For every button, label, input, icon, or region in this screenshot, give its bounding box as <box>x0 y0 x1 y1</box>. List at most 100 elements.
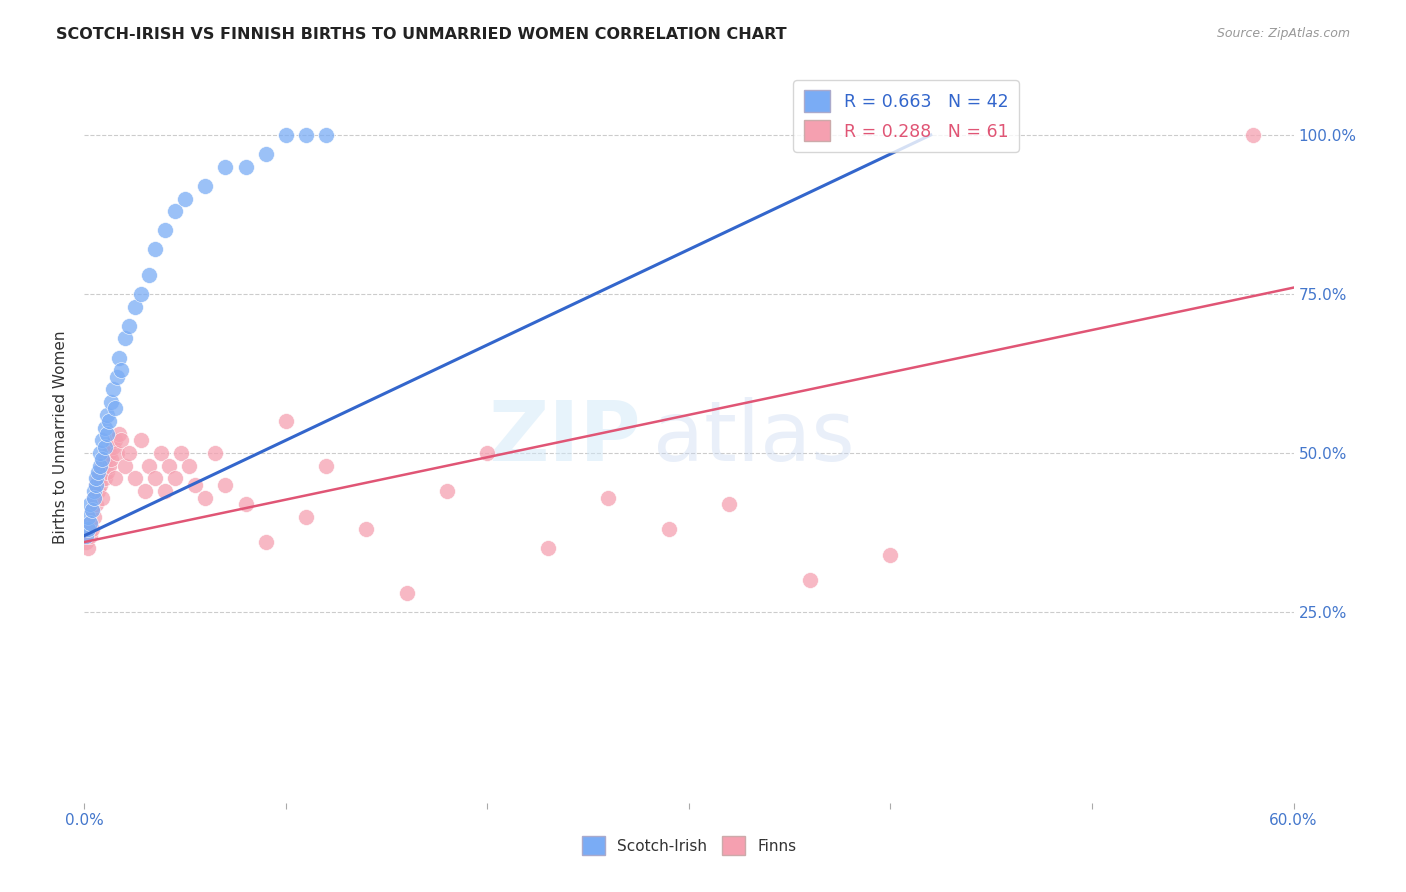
Point <box>86 471 108 485</box>
Point <box>179 458 201 473</box>
Point <box>87 465 110 479</box>
Point <box>315 458 337 473</box>
Point <box>93 440 115 454</box>
Point <box>157 458 180 473</box>
Point <box>89 446 111 460</box>
Legend: Scotch-Irish, Finns: Scotch-Irish, Finns <box>575 830 803 861</box>
Point <box>174 192 197 206</box>
Point <box>204 446 226 460</box>
Point <box>87 484 110 499</box>
Point <box>153 484 176 499</box>
Point <box>138 458 160 473</box>
Point <box>110 434 132 448</box>
Point <box>170 446 193 460</box>
Point <box>75 535 97 549</box>
Point <box>214 477 236 491</box>
Point <box>100 395 122 409</box>
Point <box>537 541 560 556</box>
Point <box>134 484 156 499</box>
Point <box>77 522 100 536</box>
Point <box>110 363 132 377</box>
Point <box>254 535 277 549</box>
Point <box>97 446 120 460</box>
Point <box>91 452 114 467</box>
Point <box>114 331 136 345</box>
Point <box>143 243 166 257</box>
Point <box>83 491 105 505</box>
Point <box>100 452 122 467</box>
Point <box>165 471 187 485</box>
Point <box>79 497 101 511</box>
Point <box>91 491 114 505</box>
Point <box>101 383 124 397</box>
Point <box>129 434 152 448</box>
Point <box>138 268 160 282</box>
Y-axis label: Births to Unmarried Women: Births to Unmarried Women <box>53 330 69 544</box>
Point <box>91 434 114 448</box>
Point <box>86 477 108 491</box>
Point <box>194 178 217 193</box>
Point <box>214 160 236 174</box>
Point <box>107 426 129 441</box>
Point <box>104 401 127 416</box>
Text: Source: ZipAtlas.com: Source: ZipAtlas.com <box>1216 27 1350 40</box>
Text: SCOTCH-IRISH VS FINNISH BIRTHS TO UNMARRIED WOMEN CORRELATION CHART: SCOTCH-IRISH VS FINNISH BIRTHS TO UNMARR… <box>56 27 787 42</box>
Point <box>184 477 207 491</box>
Point <box>97 458 120 473</box>
Point <box>79 529 101 543</box>
Point <box>295 128 318 142</box>
Point <box>436 484 458 499</box>
Point <box>149 446 172 460</box>
Point <box>124 471 146 485</box>
Point <box>96 465 118 479</box>
Point <box>1241 128 1264 142</box>
Text: atlas: atlas <box>652 397 855 477</box>
Point <box>165 204 187 219</box>
Point <box>91 458 114 473</box>
Point <box>274 414 297 428</box>
Point <box>79 516 101 530</box>
Point <box>879 548 901 562</box>
Point <box>718 497 741 511</box>
Point <box>194 491 217 505</box>
Point <box>105 369 128 384</box>
Point <box>295 509 318 524</box>
Point <box>598 491 620 505</box>
Point <box>86 477 108 491</box>
Point <box>87 471 110 485</box>
Point <box>96 408 118 422</box>
Point <box>79 516 101 530</box>
Point <box>89 477 111 491</box>
Point <box>254 147 277 161</box>
Point <box>89 458 111 473</box>
Point <box>93 420 115 434</box>
Point <box>89 465 111 479</box>
Point <box>77 509 100 524</box>
Point <box>77 541 100 556</box>
Point <box>118 318 141 333</box>
Point <box>82 503 104 517</box>
Point <box>82 522 104 536</box>
Point <box>83 509 105 524</box>
Point <box>658 522 681 536</box>
Point <box>83 491 105 505</box>
Point <box>105 446 128 460</box>
Point <box>129 287 152 301</box>
Point <box>104 434 127 448</box>
Point <box>82 503 104 517</box>
Point <box>86 497 108 511</box>
Point <box>235 497 257 511</box>
Point <box>118 446 141 460</box>
Point <box>356 522 378 536</box>
Point <box>101 440 124 454</box>
Point <box>83 484 105 499</box>
Point <box>97 414 120 428</box>
Text: ZIP: ZIP <box>488 397 641 477</box>
Point <box>315 128 337 142</box>
Point <box>395 586 418 600</box>
Point <box>114 458 136 473</box>
Point <box>153 223 176 237</box>
Point <box>104 471 127 485</box>
Point <box>124 300 146 314</box>
Point <box>143 471 166 485</box>
